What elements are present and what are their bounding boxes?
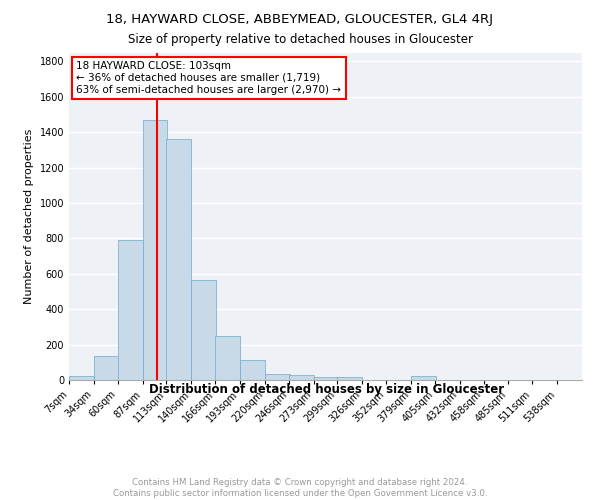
- Bar: [166, 139, 191, 380]
- Bar: [314, 377, 338, 380]
- Bar: [69, 376, 94, 380]
- Bar: [240, 360, 265, 380]
- Bar: [411, 376, 436, 380]
- Text: 18, HAYWARD CLOSE, ABBEYMEAD, GLOUCESTER, GL4 4RJ: 18, HAYWARD CLOSE, ABBEYMEAD, GLOUCESTER…: [107, 12, 493, 26]
- Bar: [143, 120, 167, 380]
- Bar: [289, 375, 314, 380]
- Bar: [215, 336, 240, 380]
- Text: Contains HM Land Registry data © Crown copyright and database right 2024.
Contai: Contains HM Land Registry data © Crown c…: [113, 478, 487, 498]
- Bar: [265, 374, 290, 380]
- Bar: [94, 356, 119, 380]
- Text: 18 HAYWARD CLOSE: 103sqm
← 36% of detached houses are smaller (1,719)
63% of sem: 18 HAYWARD CLOSE: 103sqm ← 36% of detach…: [76, 62, 341, 94]
- Y-axis label: Number of detached properties: Number of detached properties: [24, 128, 34, 304]
- Text: Distribution of detached houses by size in Gloucester: Distribution of detached houses by size …: [149, 382, 505, 396]
- Text: Size of property relative to detached houses in Gloucester: Size of property relative to detached ho…: [128, 32, 473, 46]
- Bar: [118, 240, 143, 380]
- Bar: [337, 377, 362, 380]
- Bar: [191, 280, 216, 380]
